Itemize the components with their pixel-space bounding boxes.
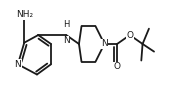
Text: O: O (126, 31, 133, 40)
Text: NH₂: NH₂ (16, 10, 33, 19)
Text: N: N (15, 60, 21, 69)
Text: N: N (63, 36, 70, 45)
Text: O: O (114, 62, 121, 71)
Text: H: H (63, 20, 69, 29)
Text: N: N (101, 39, 108, 48)
